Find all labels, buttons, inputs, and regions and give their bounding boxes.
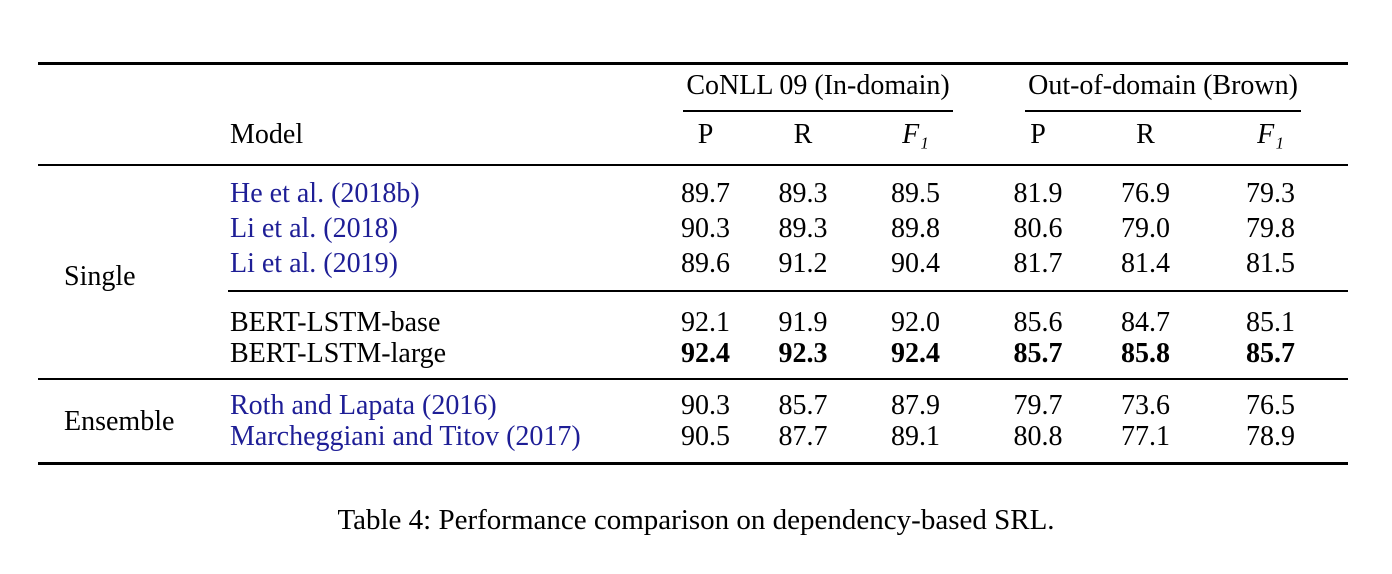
metric-value-cell: 89.7: [681, 178, 730, 209]
table-row: Li et al. (2018) 90.3 89.3 89.8 80.6 79.…: [38, 211, 1348, 246]
metric-value-cell: 79.8: [1246, 213, 1296, 244]
table-caption: Table 4: Performance comparison on depen…: [337, 504, 1055, 536]
corner-cell: [38, 64, 658, 113]
metric-value-cell: 89.3: [778, 178, 828, 209]
metric-value-cell: 92.4: [891, 338, 940, 369]
metric-value-cell: 89.8: [891, 213, 940, 244]
metric-value-cell: 87.9: [853, 378, 979, 421]
model-column-header: Model: [228, 112, 658, 166]
metric-value-cell: 81.5: [1246, 248, 1296, 279]
metric-header-p-brown: P: [978, 112, 1099, 166]
metric-value-cell: 79.7: [978, 378, 1099, 421]
table-row: Single He et al. (2018b) 89.7 89.3 89.5 …: [38, 165, 1348, 292]
model-citation-link[interactable]: Li et al. (2018): [230, 213, 398, 244]
group-header-brown-label: Out-of-domain (Brown): [1025, 71, 1301, 112]
row-group-label-single: Single: [64, 261, 136, 292]
metric-value-cell: 85.7: [753, 378, 853, 421]
metric-value-cell: 92.1: [658, 290, 753, 338]
metric-value-cell: 92.3: [778, 338, 828, 369]
metric-value-cell: 79.0: [1121, 213, 1171, 244]
metric-value-cell: 73.6: [1098, 378, 1194, 421]
metric-value-cell: 80.8: [1013, 421, 1063, 452]
model-citation-link[interactable]: Marcheggiani and Titov (2017): [230, 421, 581, 452]
metric-value-cell: 87.7: [778, 421, 828, 452]
metric-value-cell: 85.7: [1013, 338, 1063, 369]
metric-value-cell: 79.3: [1246, 178, 1296, 209]
table-row: Li et al. (2019) 89.6 91.2 90.4 81.7 81.…: [38, 246, 1348, 291]
metric-value-cell: 89.5: [891, 178, 940, 209]
metric-value-cell: 85.8: [1121, 338, 1171, 369]
model-name: BERT-LSTM-base: [228, 290, 658, 338]
group-header-brown: Out-of-domain (Brown): [978, 64, 1348, 112]
metric-value-cell: 80.6: [1013, 213, 1063, 244]
group-header-conll09: CoNLL 09 (In-domain): [658, 64, 978, 112]
metric-value-cell: 78.9: [1246, 421, 1296, 452]
metric-value-cell: 85.1: [1193, 290, 1349, 338]
metric-value-cell: 89.6: [681, 248, 730, 279]
metric-value-cell: 85.6: [978, 290, 1099, 338]
metric-value-cell: 89.1: [891, 421, 940, 452]
row-group-label-ensemble: Ensemble: [38, 378, 228, 464]
group-header-row: CoNLL 09 (In-domain) Out-of-domain (Brow…: [38, 64, 1348, 113]
results-table: CoNLL 09 (In-domain) Out-of-domain (Brow…: [38, 62, 1349, 465]
metric-value-cell: 89.3: [778, 213, 828, 244]
metric-value-cell: 76.5: [1193, 378, 1349, 421]
model-citation-link[interactable]: Roth and Lapata (2016): [228, 378, 658, 421]
metric-value-cell: 85.7: [1246, 338, 1296, 369]
metric-value-cell: 90.3: [658, 378, 753, 421]
model-name: BERT-LSTM-large: [230, 338, 447, 369]
metric-value-cell: 81.7: [1013, 248, 1063, 279]
metric-header-r-brown: R: [1098, 112, 1194, 166]
model-citation-link[interactable]: He et al. (2018b): [230, 178, 420, 209]
metric-value-cell: 76.9: [1121, 178, 1171, 209]
metric-header-r-indomain: R: [753, 112, 853, 166]
metric-value-cell: 81.4: [1121, 248, 1171, 279]
metric-value-cell: 90.4: [891, 248, 940, 279]
metric-value-cell: 91.2: [778, 248, 828, 279]
table-row: BERT-LSTM-large 92.4 92.3 92.4 85.7 85.8…: [38, 338, 1348, 379]
metric-header-p-indomain: P: [658, 112, 753, 166]
metric-header-f1-indomain: F₁: [853, 112, 979, 166]
table-row: Marcheggiani and Titov (2017) 90.5 87.7 …: [38, 421, 1348, 464]
column-header-row: Model P R F₁ P R F₁: [38, 112, 1349, 166]
metric-value-cell: 84.7: [1098, 290, 1194, 338]
metric-value-cell: 77.1: [1121, 421, 1171, 452]
metric-value-cell: 90.5: [681, 421, 730, 452]
model-citation-link[interactable]: Li et al. (2019): [230, 248, 398, 279]
table-row: BERT-LSTM-base 92.1 91.9 92.0 85.6 84.7 …: [38, 290, 1349, 338]
group-header-conll09-label: CoNLL 09 (In-domain): [683, 71, 953, 112]
metric-value-cell: 81.9: [1013, 178, 1063, 209]
table-row: Ensemble Roth and Lapata (2016) 90.3 85.…: [38, 378, 1349, 464]
empty-header-cell: [38, 112, 228, 166]
metric-value-cell: 91.9: [753, 290, 853, 338]
metric-value-cell: 90.3: [681, 213, 730, 244]
metric-value-cell: 92.4: [681, 338, 730, 369]
metric-header-f1-brown: F₁: [1193, 112, 1349, 166]
metric-value-cell: 92.0: [853, 290, 979, 338]
